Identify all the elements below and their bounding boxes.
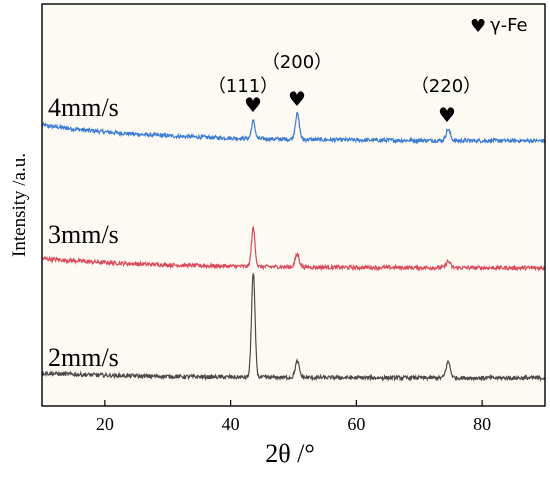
peak-label-220: （220） [411, 76, 481, 97]
x-axis-label: 2θ /° [265, 439, 315, 468]
plot-area [42, 4, 545, 406]
series-line [41, 225, 546, 272]
x-tick-label: 60 [347, 414, 365, 434]
peak-heart-200-icon: ♥ [288, 87, 306, 111]
y-axis-label: Intensity /a.u. [9, 153, 30, 257]
series-label-2mm: 2mm/s [48, 343, 119, 372]
legend: ♥ γ-Fe [470, 15, 528, 37]
series-line [41, 273, 546, 383]
x-tick-label: 40 [222, 414, 240, 434]
plot-frame [41, 3, 546, 407]
peak-label-200: （200） [262, 52, 332, 73]
series-layer [41, 111, 546, 383]
series-label-4mm: 4mm/s [48, 93, 119, 122]
x-tick-label: 20 [96, 414, 114, 434]
peak-heart-220-icon: ♥ [438, 103, 456, 127]
series-label-3mm: 3mm/s [48, 220, 119, 249]
axis-layer: 20 40 60 80 [96, 400, 491, 434]
series-line [41, 111, 546, 145]
x-tick-label: 80 [473, 414, 491, 434]
peak-heart-111-icon: ♥ [244, 93, 262, 117]
legend-heart-icon: ♥ [470, 16, 486, 37]
legend-label: γ-Fe [490, 15, 528, 36]
peak-label-111: （111） [208, 76, 278, 97]
